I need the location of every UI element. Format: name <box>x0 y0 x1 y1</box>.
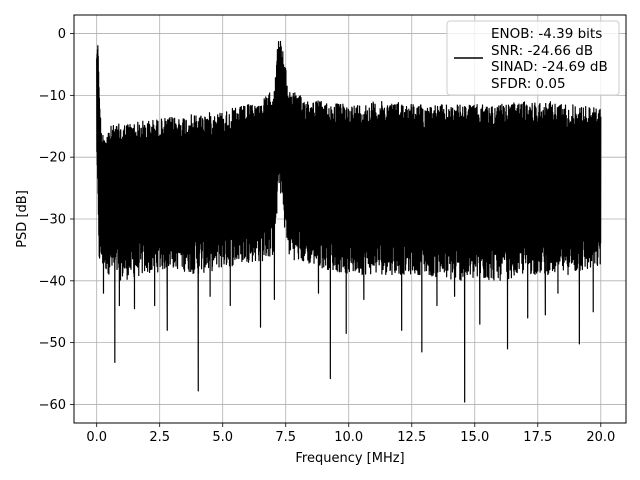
x-tick-label: 15.0 <box>460 430 489 445</box>
y-tick-label: −40 <box>39 274 66 289</box>
y-axis-ticks: 0 −10 −20 −30 −40 −50 −60 <box>39 27 74 413</box>
psd-trace <box>96 40 602 403</box>
x-axis-label: Frequency [MHz] <box>295 451 404 466</box>
x-tick-label: 2.5 <box>149 430 170 445</box>
y-tick-label: −10 <box>39 89 66 104</box>
x-tick-label: 5.0 <box>212 430 233 445</box>
y-tick-label: −20 <box>39 151 66 166</box>
legend-box <box>446 20 620 96</box>
legend-enob: ENOB: -4.39 bits <box>491 26 602 42</box>
x-tick-label: 12.5 <box>397 430 426 445</box>
y-axis-label: PSD [dB] <box>15 190 30 248</box>
legend-sinad: SINAD: -24.69 dB <box>491 59 608 75</box>
legend: ENOB: -4.39 bits SNR: -24.66 dB SINAD: -… <box>446 20 620 96</box>
legend-snr: SNR: -24.66 dB <box>491 43 593 59</box>
x-tick-label: 10.0 <box>334 430 363 445</box>
legend-sfdr: SFDR: 0.05 <box>491 76 566 92</box>
y-tick-label: −30 <box>39 213 66 228</box>
y-tick-label: −60 <box>39 398 66 413</box>
y-tick-label: 0 <box>58 27 66 42</box>
plot-area <box>96 40 602 403</box>
x-axis-ticks: 0.0 2.5 5.0 7.5 10.0 12.5 15.0 17.5 20.0 <box>86 423 615 445</box>
y-tick-label: −50 <box>39 336 66 351</box>
x-tick-label: 17.5 <box>523 430 552 445</box>
x-tick-label: 20.0 <box>586 430 615 445</box>
x-tick-label: 7.5 <box>275 430 296 445</box>
x-tick-label: 0.0 <box>86 430 107 445</box>
